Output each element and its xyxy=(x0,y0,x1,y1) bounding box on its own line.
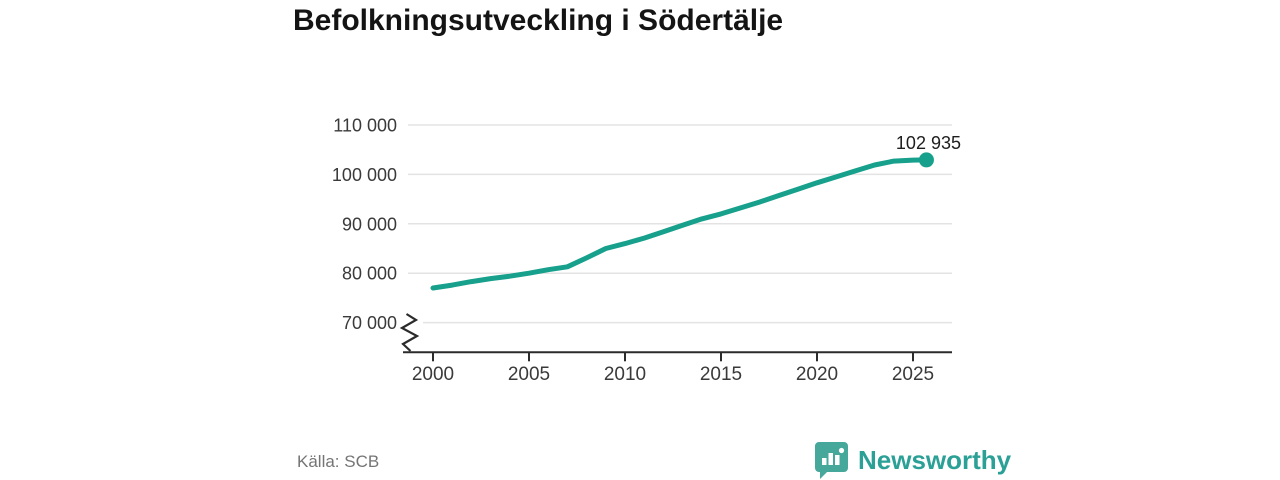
axis-break-zigzag xyxy=(399,313,420,352)
y-tick-label: 100 000 xyxy=(332,165,397,185)
y-tick-label: 110 000 xyxy=(333,116,397,136)
y-tick-label: 70 000 xyxy=(342,313,397,333)
x-tick-label: 2025 xyxy=(892,364,934,385)
chart-title: Befolkningsutveckling i Södertälje xyxy=(293,4,784,37)
y-tick-label: 80 000 xyxy=(342,264,397,284)
x-tick-label: 2015 xyxy=(700,364,742,385)
x-tick-label: 2020 xyxy=(796,364,838,385)
brand-logo: Newsworthy xyxy=(815,440,1011,480)
endpoint-value-label: 102 935 xyxy=(896,133,961,153)
bar-1 xyxy=(822,458,827,465)
endpoint-dot xyxy=(918,152,934,168)
brand-wordmark: Newsworthy xyxy=(858,444,1012,475)
source-note: Källa: SCB xyxy=(297,452,380,471)
population-line xyxy=(430,157,929,291)
exclamation-dot xyxy=(838,447,845,454)
y-tick-label: 90 000 xyxy=(342,214,397,234)
x-tick-label: 2010 xyxy=(604,364,646,385)
newsworthy-bar-chart-bubble-icon xyxy=(815,442,848,479)
bar-2 xyxy=(828,453,833,465)
bar-3 xyxy=(835,455,840,465)
x-tick-label: 2005 xyxy=(508,364,550,385)
x-tick-label: 2000 xyxy=(412,364,454,385)
